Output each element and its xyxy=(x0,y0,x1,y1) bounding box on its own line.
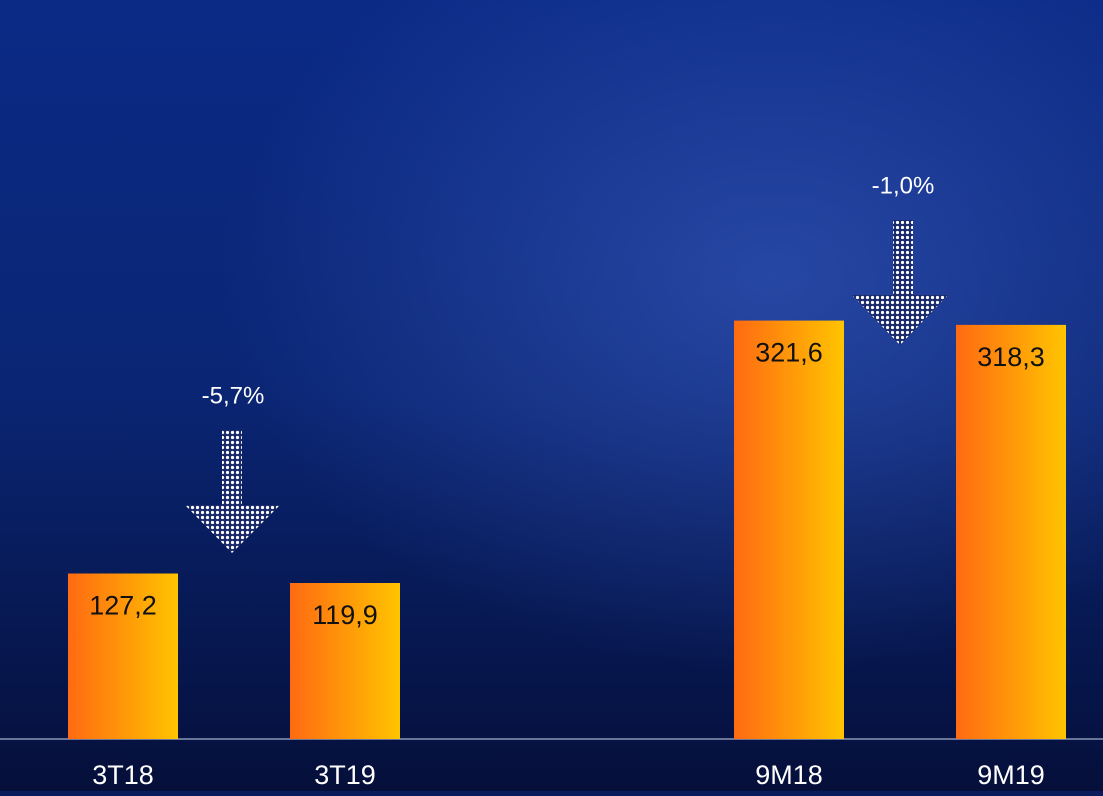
x-tick-label: 9M18 xyxy=(755,760,823,790)
down-arrow xyxy=(852,220,948,345)
value-label: 321,6 xyxy=(755,338,823,368)
x-tick-label: 3T18 xyxy=(92,760,154,790)
bar xyxy=(68,573,178,739)
value-label: 318,3 xyxy=(977,342,1045,372)
change-label: -1,0% xyxy=(872,172,935,199)
bar xyxy=(734,320,844,739)
bar xyxy=(290,583,400,739)
bar xyxy=(956,324,1066,739)
x-tick-label: 3T19 xyxy=(314,760,376,790)
value-label: 119,9 xyxy=(312,600,378,630)
value-label: 127,2 xyxy=(89,591,157,621)
down-arrow xyxy=(185,430,280,553)
x-tick-label: 9M19 xyxy=(977,760,1045,790)
change-label: -5,7% xyxy=(202,382,265,409)
